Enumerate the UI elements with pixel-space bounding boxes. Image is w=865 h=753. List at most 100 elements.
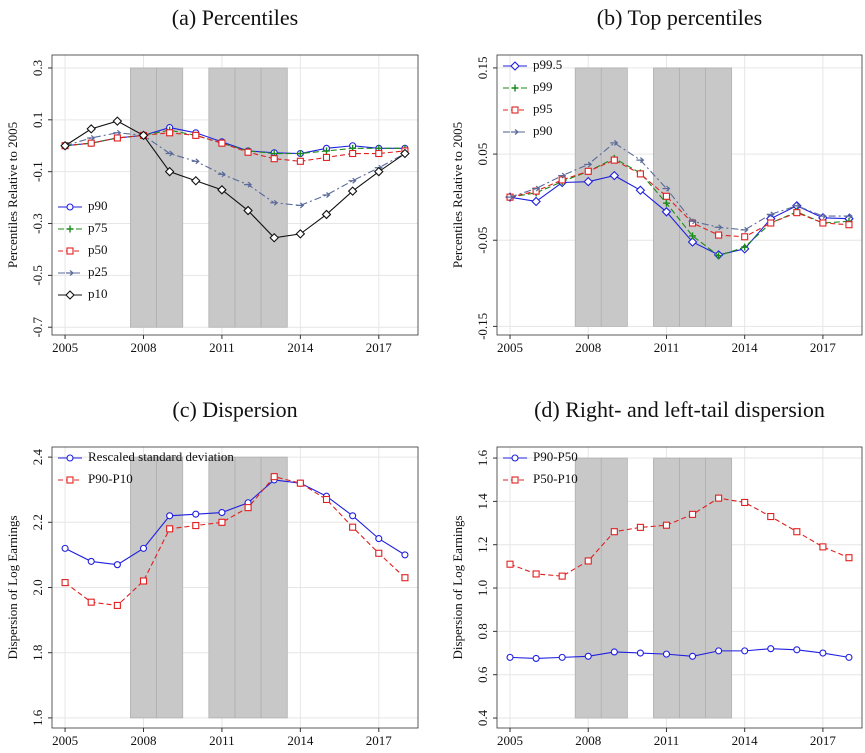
data-point <box>112 116 123 126</box>
data-point <box>296 202 305 209</box>
marker-shape <box>715 494 723 502</box>
plot-frame <box>51 54 419 336</box>
data-point <box>192 510 200 518</box>
data-point <box>375 535 383 543</box>
data-point <box>662 185 671 192</box>
legend-label: p99.5 <box>533 57 562 72</box>
legend-label: p75 <box>88 220 108 235</box>
marker-shape <box>767 645 775 653</box>
data-point <box>687 237 698 247</box>
marker-shape <box>845 221 853 229</box>
marker-shape <box>767 219 775 227</box>
legend-label: p99 <box>533 79 553 94</box>
marker-shape <box>506 653 514 661</box>
data-point <box>845 653 853 661</box>
data-point <box>270 155 278 163</box>
data-point <box>715 647 723 655</box>
shaded-period <box>600 67 628 327</box>
data-point <box>139 577 148 585</box>
data-point <box>270 199 279 206</box>
data-point <box>218 139 226 147</box>
x-tick-label: 2008 <box>131 733 157 748</box>
data-point <box>322 192 331 198</box>
marker-shape <box>636 157 645 164</box>
legend-marker <box>66 476 74 484</box>
marker-shape <box>191 175 201 186</box>
marker-shape <box>558 172 567 179</box>
x-tick-label: 2017 <box>810 340 837 355</box>
legend-marker <box>511 476 519 484</box>
marker-shape <box>218 518 226 526</box>
data-point <box>296 150 304 158</box>
marker-shape <box>558 572 566 580</box>
data-point <box>86 124 96 134</box>
marker-shape <box>270 473 278 481</box>
data-point <box>688 218 697 225</box>
marker-shape <box>845 554 853 562</box>
data-point <box>819 219 827 227</box>
marker-shape <box>61 579 69 587</box>
marker-shape <box>741 233 749 241</box>
marker-shape <box>740 226 749 233</box>
y-axis-label: Dispersion of Log Earnings <box>450 515 465 659</box>
x-tick-label: 2014 <box>287 733 314 748</box>
data-point <box>531 196 541 207</box>
data-point <box>192 522 200 530</box>
data-point <box>323 147 330 155</box>
data-point <box>113 601 121 609</box>
data-point <box>793 528 801 536</box>
shaded-period <box>705 457 733 719</box>
data-point <box>217 185 227 195</box>
marker-shape <box>688 652 697 660</box>
shaded-period <box>156 456 184 719</box>
x-tick-label: 2008 <box>575 340 601 355</box>
marker-shape <box>296 479 304 487</box>
data-point <box>532 570 540 578</box>
y-tick-label: 0.8 <box>475 623 490 639</box>
data-point <box>244 504 252 512</box>
marker-shape <box>610 528 618 536</box>
marker-shape <box>113 134 121 142</box>
y-tick-label: 1.0 <box>475 580 490 596</box>
y-tick-label: 0.15 <box>475 57 490 80</box>
legend-label: p50 <box>88 242 108 257</box>
marker-shape <box>374 166 384 177</box>
x-tick-label: 2008 <box>131 340 157 355</box>
shaded-period <box>705 67 733 327</box>
y-tick-label: -0.15 <box>475 313 490 340</box>
shaded-period <box>679 457 706 719</box>
data-point <box>688 652 697 660</box>
data-point <box>558 176 566 184</box>
shaded-period <box>574 457 602 719</box>
data-point <box>349 149 357 158</box>
y-tick-label: 2.4 <box>30 448 45 465</box>
marker-shape <box>139 544 148 552</box>
marker-shape <box>793 209 801 217</box>
data-point <box>662 192 671 200</box>
legend-marker <box>66 247 74 255</box>
shaded-period <box>234 67 262 328</box>
marker-shape <box>164 166 175 177</box>
legend-marker <box>65 290 75 300</box>
marker-shape <box>87 598 95 606</box>
x-tick-label: 2011 <box>654 733 680 748</box>
marker-shape <box>66 225 74 233</box>
data-point <box>61 544 69 552</box>
data-point <box>584 167 592 175</box>
data-point <box>113 129 122 136</box>
data-point <box>532 185 541 192</box>
marker-shape <box>845 653 853 661</box>
data-point <box>741 233 749 241</box>
y-tick-label: -0.3 <box>30 213 45 234</box>
legend-label: p25 <box>88 264 108 279</box>
shaded-period <box>208 456 236 719</box>
x-tick-label: 2017 <box>366 733 393 748</box>
marker-shape <box>322 495 331 504</box>
marker-shape <box>296 157 304 165</box>
data-point <box>636 170 644 178</box>
marker-shape <box>819 219 827 227</box>
y-axis-label: Percentiles Relative to 2005 <box>5 122 20 268</box>
data-point <box>636 157 645 164</box>
data-point <box>636 649 644 657</box>
series-line <box>509 142 849 231</box>
